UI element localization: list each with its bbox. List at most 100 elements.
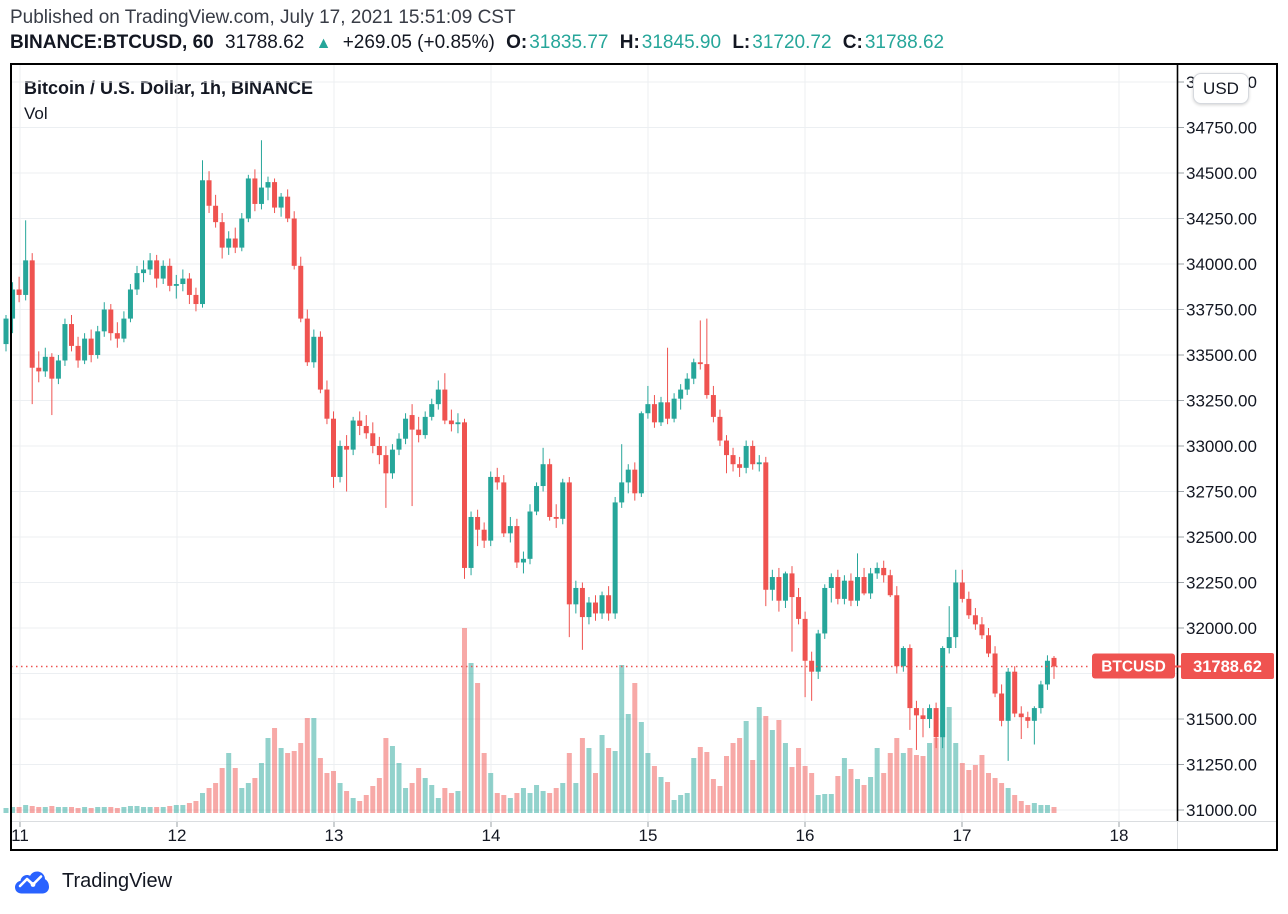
candle-body	[953, 582, 959, 638]
candle-body	[540, 464, 546, 487]
candle-body	[272, 182, 278, 208]
high-value: 31845.90	[641, 32, 722, 53]
volume-bar	[704, 752, 710, 813]
candle-body	[114, 333, 120, 339]
candle-body	[147, 260, 153, 270]
volume-bar	[593, 773, 598, 813]
volume-bar	[114, 808, 120, 813]
volume-bar	[809, 773, 815, 813]
candle-body	[612, 502, 618, 614]
volume-bar	[435, 798, 441, 813]
volume-bar	[370, 786, 376, 813]
candle-body	[219, 222, 225, 248]
candle-body	[1051, 657, 1057, 667]
currency-toggle-button[interactable]: USD	[1193, 73, 1249, 104]
tradingview-logo[interactable]: TradingView	[12, 869, 172, 894]
volume-bar	[396, 763, 402, 813]
volume-bar	[101, 807, 107, 813]
volume-bar	[894, 738, 900, 813]
date-axis-label: 17	[953, 826, 972, 845]
volume-bar	[121, 807, 127, 813]
zigzag-dot	[30, 882, 36, 887]
candle-body	[331, 418, 336, 477]
price-change: +269.05 (+0.85%)	[342, 32, 495, 53]
candle-body	[966, 598, 972, 616]
candle-body	[23, 260, 29, 295]
candle-body	[750, 446, 756, 465]
candle-body	[252, 178, 258, 204]
candle-body	[724, 440, 729, 456]
volume-bar	[1044, 805, 1050, 813]
volume-bar	[769, 730, 775, 813]
volume-bar	[278, 748, 284, 813]
candle-body	[298, 265, 304, 319]
volume-bar	[363, 795, 369, 813]
volume-bar	[599, 735, 605, 813]
volume-bar	[1038, 805, 1044, 813]
volume-bar	[272, 728, 278, 813]
candle-body	[920, 715, 926, 719]
candle-body	[822, 587, 828, 634]
candle-body	[1018, 713, 1024, 718]
volume-bar	[750, 760, 756, 813]
candle-body	[730, 455, 736, 465]
price-axis-label: 32750.00	[1186, 483, 1257, 502]
volume-bar	[1018, 801, 1024, 813]
candle-body	[108, 309, 114, 334]
volume-bar	[141, 807, 147, 813]
volume-indicator-label: Vol	[24, 104, 48, 123]
candle-body	[861, 577, 867, 594]
candle-body	[49, 356, 55, 379]
price-tag-value-text: 31788.62	[1193, 658, 1262, 676]
volume-bar	[972, 765, 978, 813]
volume-bar	[920, 756, 926, 813]
volume-bar	[82, 807, 88, 813]
candle-body	[324, 389, 330, 419]
volume-bar	[134, 806, 140, 813]
candle-body	[232, 238, 238, 248]
volume-bar	[828, 794, 834, 813]
candle-body	[913, 708, 919, 716]
volume-bar	[907, 748, 913, 813]
candle-body	[638, 413, 644, 494]
volume-bar	[206, 788, 212, 813]
candle-body	[593, 602, 598, 614]
volume-bar	[789, 767, 795, 813]
candle-body	[62, 324, 68, 361]
candle-body	[475, 516, 481, 530]
date-axis-label: 11	[11, 826, 29, 845]
candle-body	[363, 425, 369, 434]
volume-bar	[265, 738, 271, 813]
candle-body	[651, 404, 657, 423]
volume-bar	[927, 743, 933, 813]
candle-body	[520, 558, 526, 563]
volume-bar	[547, 793, 553, 813]
volume-bar	[331, 771, 336, 813]
candle-body	[258, 187, 264, 204]
volume-bar	[848, 769, 854, 813]
candle-body	[396, 438, 402, 450]
candle-body	[167, 265, 173, 286]
candle-body	[95, 331, 101, 355]
volume-bar	[540, 791, 546, 813]
volume-bar	[684, 793, 690, 813]
candle-body	[1025, 717, 1031, 721]
volume-bar	[344, 791, 350, 813]
price-axis-label: 34500.00	[1186, 164, 1257, 183]
volume-bar	[1005, 788, 1011, 813]
candle-body	[180, 278, 186, 285]
volume-bar	[193, 801, 199, 813]
candle-body	[370, 433, 376, 446]
volume-bar	[756, 707, 762, 813]
volume-bar	[29, 806, 35, 813]
volume-bar	[953, 743, 959, 813]
volume-bar	[160, 807, 166, 813]
volume-bar	[579, 738, 585, 813]
candle-body	[206, 180, 212, 206]
volume-bar	[258, 763, 264, 813]
volume-bar	[645, 753, 651, 813]
candle-body	[828, 577, 834, 588]
candle-body	[1031, 708, 1037, 721]
volume-bar	[868, 777, 874, 813]
